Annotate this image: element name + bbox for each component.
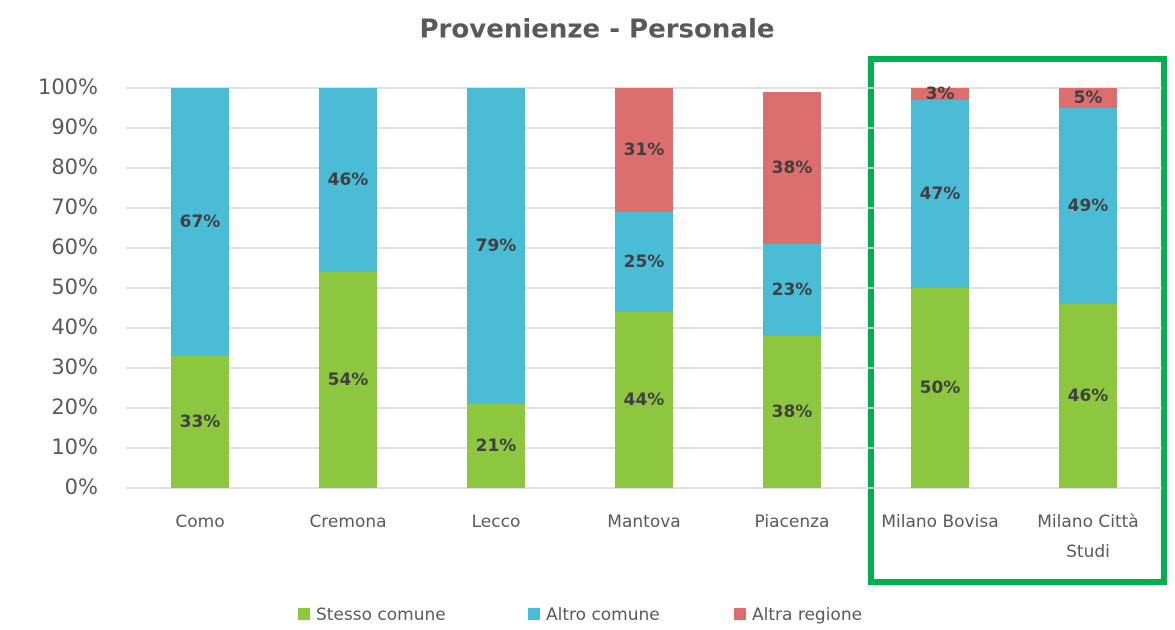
y-tick-label: 70% (51, 195, 98, 219)
data-label: 46% (328, 170, 369, 190)
chart-title: Provenienze - Personale (420, 15, 775, 45)
legend-label: Stesso comune (316, 605, 446, 625)
legend-swatch (298, 608, 310, 620)
y-tick-label: 60% (51, 235, 98, 259)
data-label: 21% (476, 436, 517, 456)
bar-segment (615, 212, 673, 312)
x-tick-label: Lecco (471, 512, 521, 532)
y-tick-label: 0% (65, 475, 98, 499)
data-label: 47% (920, 184, 961, 204)
y-tick-label: 50% (51, 275, 98, 299)
bar-segment (911, 288, 969, 488)
data-label: 33% (180, 412, 221, 432)
bar-segment (467, 88, 525, 404)
highlight-box (868, 56, 1167, 585)
bar-segment (1059, 108, 1117, 304)
bar-segment (763, 244, 821, 336)
bar-segment (615, 312, 673, 488)
data-label: 23% (772, 280, 813, 300)
data-label: 79% (476, 236, 517, 256)
y-tick-label: 80% (51, 155, 98, 179)
bar-segment (319, 88, 377, 272)
legend-swatch (734, 608, 746, 620)
data-label: 54% (328, 370, 369, 390)
bar-segment (319, 272, 377, 488)
bar-segment (763, 92, 821, 244)
data-label: 50% (920, 378, 961, 398)
bar-segment (615, 88, 673, 212)
data-label: 25% (624, 252, 665, 272)
y-tick-label: 30% (51, 355, 98, 379)
x-tick-label: Milano Città Studi (1037, 512, 1139, 562)
legend-label: Altra regione (752, 605, 862, 625)
legend-swatch (528, 608, 540, 620)
bar-segment (467, 404, 525, 488)
legend-label: Altro comune (546, 605, 660, 625)
y-tick-label: 10% (51, 435, 98, 459)
data-label: 5% (1074, 88, 1103, 108)
x-tick-label: Mantova (607, 512, 681, 532)
bar-segment (171, 88, 229, 356)
data-label: 31% (624, 140, 665, 160)
bar-segment (911, 100, 969, 288)
bar-segment (763, 336, 821, 488)
data-label: 67% (180, 212, 221, 232)
bar-segment (171, 356, 229, 488)
y-tick-label: 40% (51, 315, 98, 339)
data-label: 49% (1068, 196, 1109, 216)
x-tick-label: Cremona (309, 512, 387, 532)
x-tick-label: Como (175, 512, 225, 532)
y-tick-label: 20% (51, 395, 98, 419)
bar-segment (1059, 88, 1117, 108)
x-tick-label: Milano Bovisa (881, 512, 999, 532)
data-label: 38% (772, 402, 813, 422)
x-tick-label: Piacenza (754, 512, 830, 532)
data-label: 44% (624, 390, 665, 410)
data-label: 46% (1068, 386, 1109, 406)
data-label: 3% (926, 84, 955, 104)
bar-segment (1059, 304, 1117, 488)
y-tick-label: 100% (38, 75, 98, 99)
bar-segment (911, 88, 969, 100)
data-label: 38% (772, 158, 813, 178)
y-tick-label: 90% (51, 115, 98, 139)
